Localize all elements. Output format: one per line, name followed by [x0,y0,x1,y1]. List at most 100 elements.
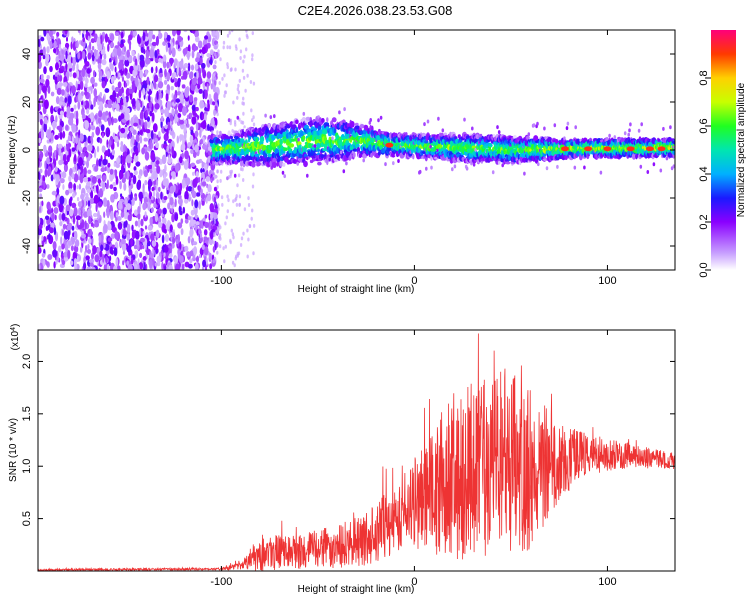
noise-blob [208,252,212,260]
noise-blob [104,103,108,108]
noise-blob [121,242,127,252]
noise-blob [181,250,184,257]
noise-blob [198,67,201,77]
noise-blob [128,179,131,187]
signal-blob [342,169,346,174]
noise-blob [215,195,218,200]
noise-blob [49,40,53,50]
signal-blob [542,158,548,162]
noise-blob [99,138,103,144]
noise-blob [181,263,185,270]
noise-blob [151,112,155,122]
noise-blob [166,219,171,230]
noise-blob [79,246,83,253]
noise-blob [197,76,203,85]
noise-blob [67,61,73,69]
noise-blob [249,80,253,84]
noise-blob [237,251,241,256]
signal-blob [344,122,348,129]
signal-blob [429,144,432,149]
noise-blob [79,173,84,184]
noise-blob [179,210,183,216]
noise-blob [72,56,76,67]
noise-blob [82,107,85,112]
noise-blob [213,196,217,203]
noise-blob [136,181,141,191]
signal-blob [545,166,549,171]
noise-blob [75,69,80,80]
signal-blob [423,122,426,127]
noise-blob [110,210,114,221]
noise-blob [216,250,219,255]
signal-blob [227,118,231,123]
noise-blob [133,153,139,163]
noise-blob [67,135,71,142]
signal-blob [405,132,408,137]
noise-blob [70,41,73,50]
noise-blob [86,68,91,74]
noise-blob [150,233,155,242]
signal-blob [537,162,540,167]
noise-blob [126,49,130,58]
noise-blob [221,76,224,81]
noise-blob [126,223,131,233]
noise-blob [185,177,191,186]
noise-blob [87,52,92,60]
noise-blob [123,182,127,191]
noise-blob [162,60,167,69]
noise-blob [246,254,249,259]
noise-blob [106,199,110,209]
signal-blob [341,134,345,138]
noise-blob [71,85,76,94]
noise-blob [144,225,148,230]
noise-blob [156,48,160,55]
noise-blob [104,33,108,43]
noise-blob [216,185,219,189]
signal-blob [284,156,289,163]
noise-blob [151,195,154,201]
noise-blob [201,181,207,187]
noise-blob [213,117,218,127]
noise-blob [54,134,59,140]
signal-blob [379,145,383,150]
noise-blob [122,156,126,166]
noise-blob [65,42,70,49]
noise-blob [138,191,144,200]
noise-blob [38,187,43,193]
noise-blob [183,131,187,140]
noise-blob [217,52,220,57]
noise-blob [170,208,174,214]
signal-blob [306,173,309,178]
noise-blob [105,110,109,116]
noise-blob [82,30,85,35]
noise-blob [187,142,193,147]
signal-blob [265,137,269,143]
noise-blob [200,138,203,145]
noise-blob [70,107,74,112]
noise-blob [48,205,52,210]
noise-blob [133,209,138,216]
noise-blob [59,74,63,82]
noise-blob [184,119,188,125]
noise-blob [100,167,106,172]
noise-blob [137,52,140,62]
signal-blob [362,158,366,163]
signal-blob [556,164,559,169]
noise-blob [148,33,153,43]
noise-blob [216,241,219,248]
noise-blob [189,228,194,238]
noise-blob [70,260,74,266]
noise-blob [78,146,83,152]
noise-blob [153,180,157,185]
signal-blob [227,130,231,137]
noise-blob [69,71,73,78]
noise-blob [127,214,132,222]
noise-blob [213,92,219,102]
noise-blob [203,119,207,128]
noise-blob [76,219,79,228]
noise-blob [70,245,74,252]
noise-blob [247,196,250,201]
signal-blob [369,118,373,122]
noise-blob [146,76,150,86]
noise-blob [139,252,143,258]
